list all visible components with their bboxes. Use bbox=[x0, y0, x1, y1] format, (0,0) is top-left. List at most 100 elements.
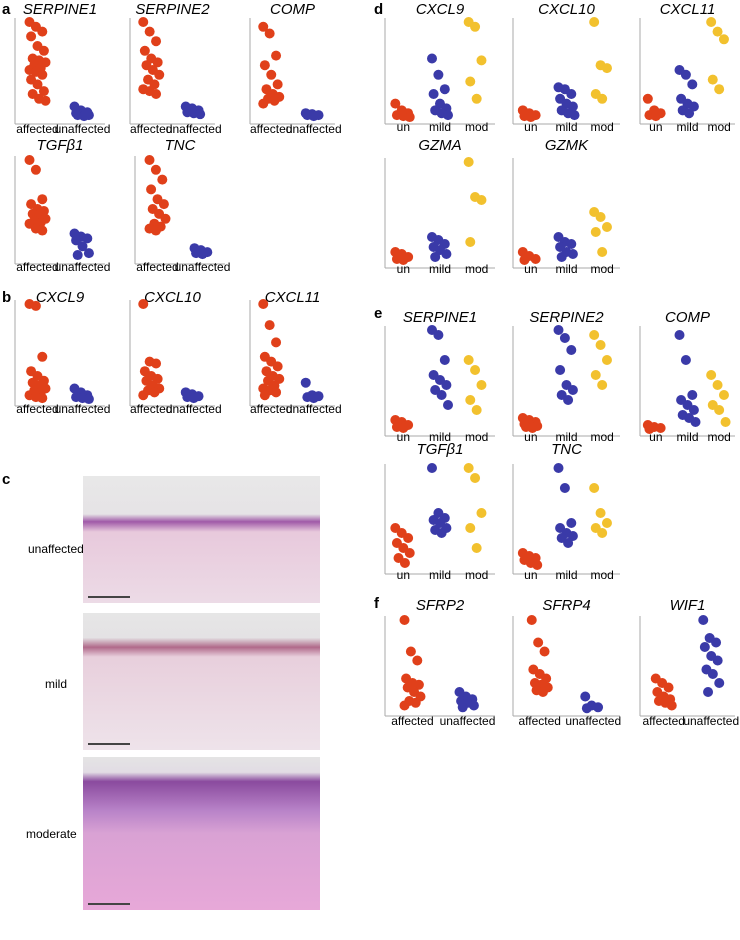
data-point bbox=[259, 60, 270, 71]
data-point bbox=[718, 390, 729, 400]
data-point bbox=[139, 45, 150, 56]
chart-title: SERPINE2 bbox=[529, 309, 604, 326]
data-point bbox=[427, 53, 437, 64]
data-point bbox=[83, 248, 94, 259]
data-point bbox=[413, 679, 424, 690]
panel-label: d bbox=[374, 1, 383, 18]
data-point bbox=[463, 463, 474, 473]
data-point bbox=[154, 69, 165, 80]
data-point bbox=[597, 528, 608, 538]
x-tick-label: un bbox=[524, 568, 537, 582]
data-point bbox=[590, 370, 601, 380]
x-tick-label: unaffected bbox=[55, 122, 111, 136]
data-point bbox=[457, 702, 468, 713]
data-point bbox=[707, 669, 718, 679]
x-tick-label: affected bbox=[130, 402, 172, 416]
data-point bbox=[555, 365, 566, 375]
data-point bbox=[690, 417, 701, 427]
data-point bbox=[160, 213, 171, 224]
data-point bbox=[195, 109, 206, 120]
data-point bbox=[269, 95, 280, 106]
data-point bbox=[563, 395, 574, 405]
data-point bbox=[150, 225, 161, 236]
data-point bbox=[436, 528, 447, 538]
data-point bbox=[687, 79, 698, 90]
chart-title: CXCL10 bbox=[538, 1, 595, 18]
data-point bbox=[433, 69, 444, 80]
data-point bbox=[151, 36, 162, 47]
x-tick-label: un bbox=[524, 120, 537, 134]
chart-title: SERPINE2 bbox=[135, 1, 210, 18]
x-tick-label: un bbox=[524, 430, 537, 444]
data-point bbox=[404, 548, 415, 558]
data-point bbox=[593, 702, 604, 713]
x-tick-label: mod bbox=[590, 120, 613, 134]
data-point bbox=[601, 222, 612, 232]
data-point bbox=[308, 111, 319, 122]
data-point bbox=[712, 655, 723, 666]
data-point bbox=[258, 98, 269, 109]
data-point bbox=[519, 255, 530, 265]
x-tick-label: un bbox=[397, 120, 410, 134]
data-point bbox=[77, 241, 88, 252]
data-point bbox=[138, 17, 149, 27]
panel-label: c bbox=[2, 471, 10, 488]
data-point bbox=[666, 700, 677, 711]
data-point bbox=[569, 110, 580, 121]
data-point bbox=[398, 255, 409, 265]
chart-title: CXCL10 bbox=[144, 289, 201, 306]
x-tick-label: un bbox=[649, 430, 662, 444]
data-point bbox=[706, 370, 717, 380]
x-tick-label: mild bbox=[429, 120, 451, 134]
chart-title: TNC bbox=[551, 441, 582, 458]
chart-title: COMP bbox=[665, 309, 710, 326]
panel-label: e bbox=[374, 305, 382, 322]
data-point bbox=[398, 423, 409, 433]
x-tick-label: mod bbox=[590, 430, 613, 444]
data-point bbox=[567, 531, 578, 541]
data-point bbox=[688, 405, 699, 415]
data-point bbox=[443, 400, 453, 410]
chart-title: CXCL9 bbox=[416, 1, 465, 18]
panel-label: a bbox=[2, 1, 11, 18]
histology-label: mild bbox=[45, 677, 67, 691]
data-point bbox=[590, 227, 601, 237]
data-point bbox=[680, 355, 691, 365]
data-point bbox=[537, 687, 548, 697]
data-point bbox=[563, 538, 574, 548]
chart-title: SFRP2 bbox=[416, 597, 465, 614]
data-point bbox=[144, 26, 155, 37]
data-point bbox=[441, 249, 452, 259]
data-point bbox=[197, 249, 208, 260]
data-point bbox=[151, 358, 162, 369]
data-point bbox=[706, 17, 717, 27]
x-tick-label: mild bbox=[676, 120, 698, 134]
data-point bbox=[533, 637, 544, 648]
data-point bbox=[470, 365, 481, 375]
data-point bbox=[707, 74, 718, 85]
data-point bbox=[580, 691, 591, 702]
x-tick-label: unaffected bbox=[55, 260, 111, 274]
x-tick-label: affected bbox=[16, 402, 58, 416]
data-point bbox=[703, 687, 714, 697]
x-tick-label: affected bbox=[519, 714, 561, 728]
panel-label: f bbox=[374, 595, 380, 612]
data-point bbox=[403, 533, 414, 543]
data-point bbox=[37, 194, 48, 205]
data-point bbox=[151, 89, 162, 99]
data-point bbox=[465, 395, 476, 405]
data-point bbox=[642, 93, 653, 104]
x-tick-label: mild bbox=[555, 120, 577, 134]
data-point bbox=[24, 155, 35, 165]
data-point bbox=[463, 355, 474, 365]
x-tick-label: mod bbox=[590, 262, 613, 276]
data-point bbox=[271, 50, 282, 61]
data-point bbox=[308, 393, 319, 404]
data-point bbox=[650, 111, 661, 122]
data-point bbox=[601, 63, 612, 74]
histology-image bbox=[83, 476, 320, 603]
chart-title: CXCL11 bbox=[660, 1, 716, 18]
data-point bbox=[138, 390, 149, 401]
data-point bbox=[188, 393, 199, 404]
data-point bbox=[581, 703, 592, 714]
